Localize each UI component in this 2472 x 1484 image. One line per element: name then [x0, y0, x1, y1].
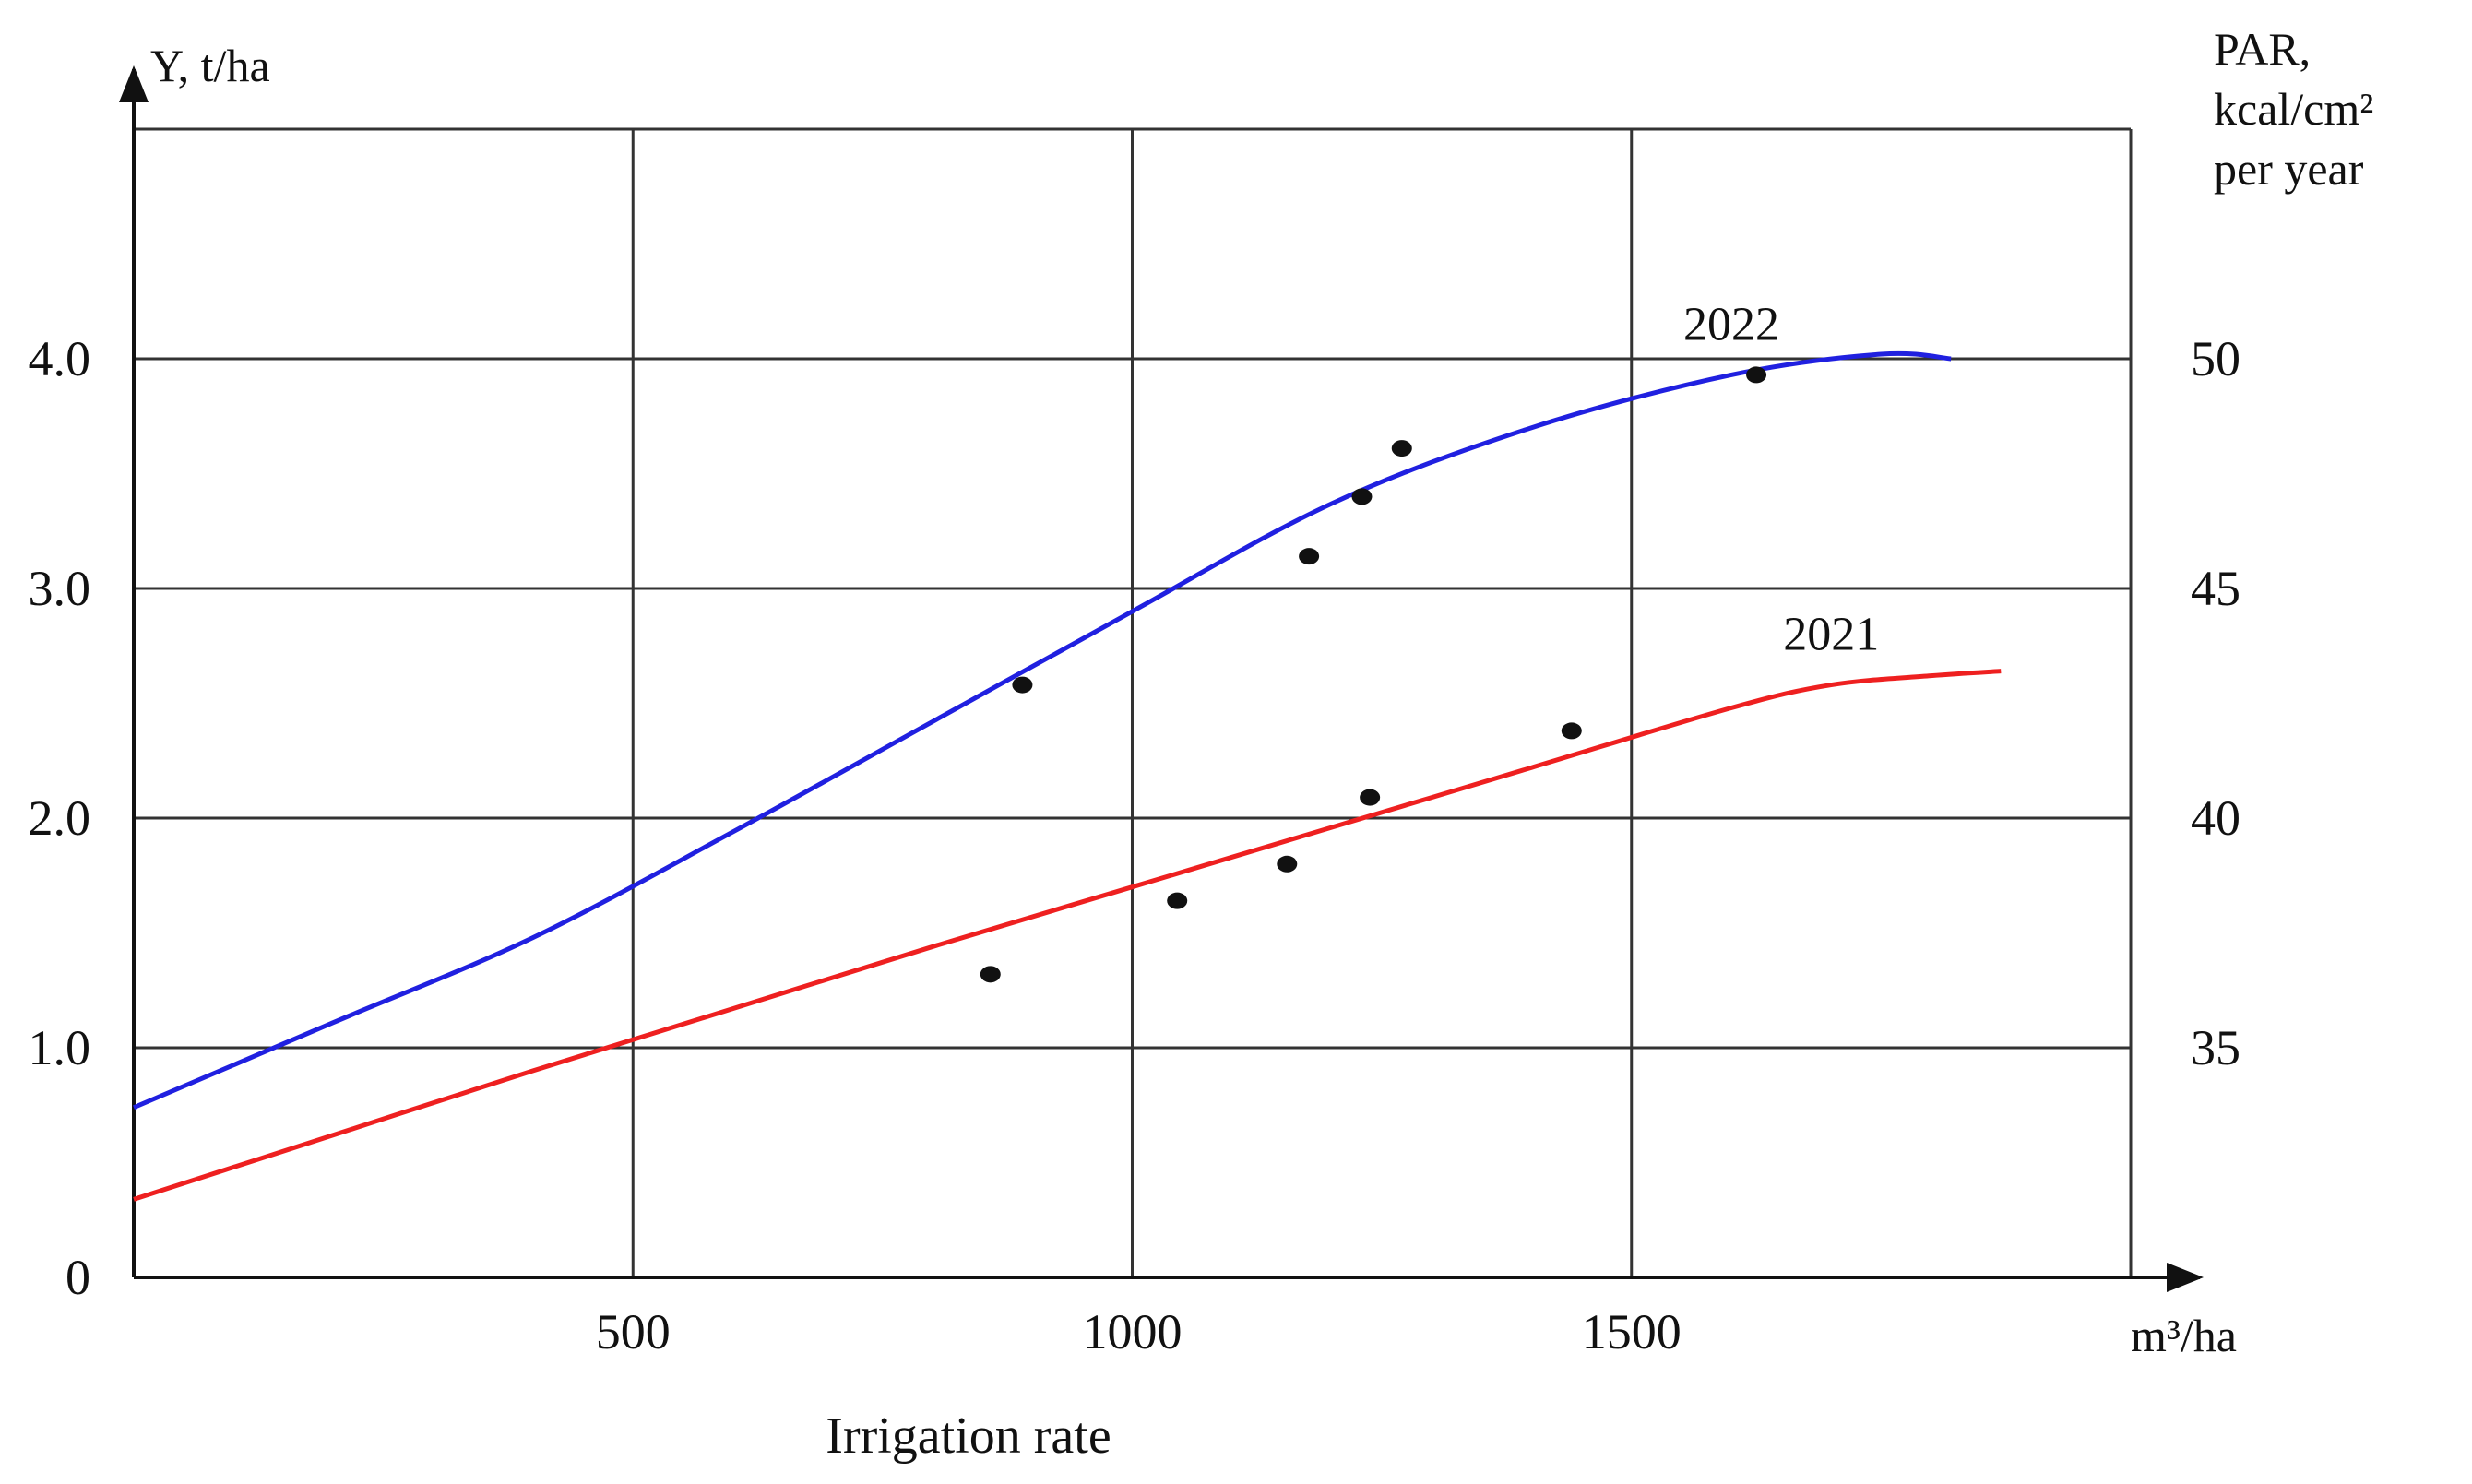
x-axis-unit: m³/ha: [2131, 1310, 2237, 1361]
data-point: [1391, 440, 1412, 457]
y-tick-label: 4.0: [29, 331, 91, 386]
y2-axis-label-line-2: kcal/cm²: [2214, 83, 2373, 135]
x-tick-label: 500: [596, 1304, 671, 1359]
data-point: [1360, 789, 1381, 806]
y2-tick-label: 45: [2191, 561, 2240, 616]
labels: Y, t/ha PAR, kcal/cm² per year m³/ha Irr…: [29, 23, 2374, 1465]
y2-axis-label-line-1: PAR,: [2214, 23, 2311, 75]
y-tick-label: 2.0: [29, 790, 91, 846]
observed-points: [980, 366, 1767, 983]
data-point: [1561, 722, 1582, 740]
y-tick-label: 0: [65, 1250, 90, 1305]
data-point: [1012, 676, 1033, 694]
y2-tick-label: 40: [2191, 790, 2240, 846]
x-tick-label: 1500: [1582, 1304, 1682, 1359]
y-tick-label: 1.0: [29, 1020, 91, 1075]
y2-axis-label-line-3: per year: [2214, 143, 2364, 195]
data-point: [980, 966, 1001, 983]
grid-lines: [134, 127, 2133, 1277]
x-tick-label: 1000: [1083, 1304, 1183, 1359]
series-label-2021: 2021: [1783, 609, 1879, 661]
x-axis-label: Irrigation rate: [826, 1407, 1111, 1465]
data-point: [1746, 366, 1767, 384]
data-point: [1277, 855, 1298, 873]
series-label-2022: 2022: [1683, 298, 1779, 350]
series-line-2022: [133, 350, 1952, 1110]
series-line-2021: [133, 669, 2002, 1202]
axes: [119, 65, 2204, 1292]
data-point: [1167, 892, 1188, 909]
y-tick-label: 3.0: [29, 561, 91, 616]
y-axis-label: Y, t/ha: [150, 40, 270, 91]
data-point: [1299, 548, 1320, 565]
y2-tick-label: 50: [2191, 331, 2240, 386]
series-lines: [133, 350, 2002, 1202]
y2-tick-label: 35: [2191, 1020, 2240, 1075]
data-point: [1351, 488, 1373, 505]
